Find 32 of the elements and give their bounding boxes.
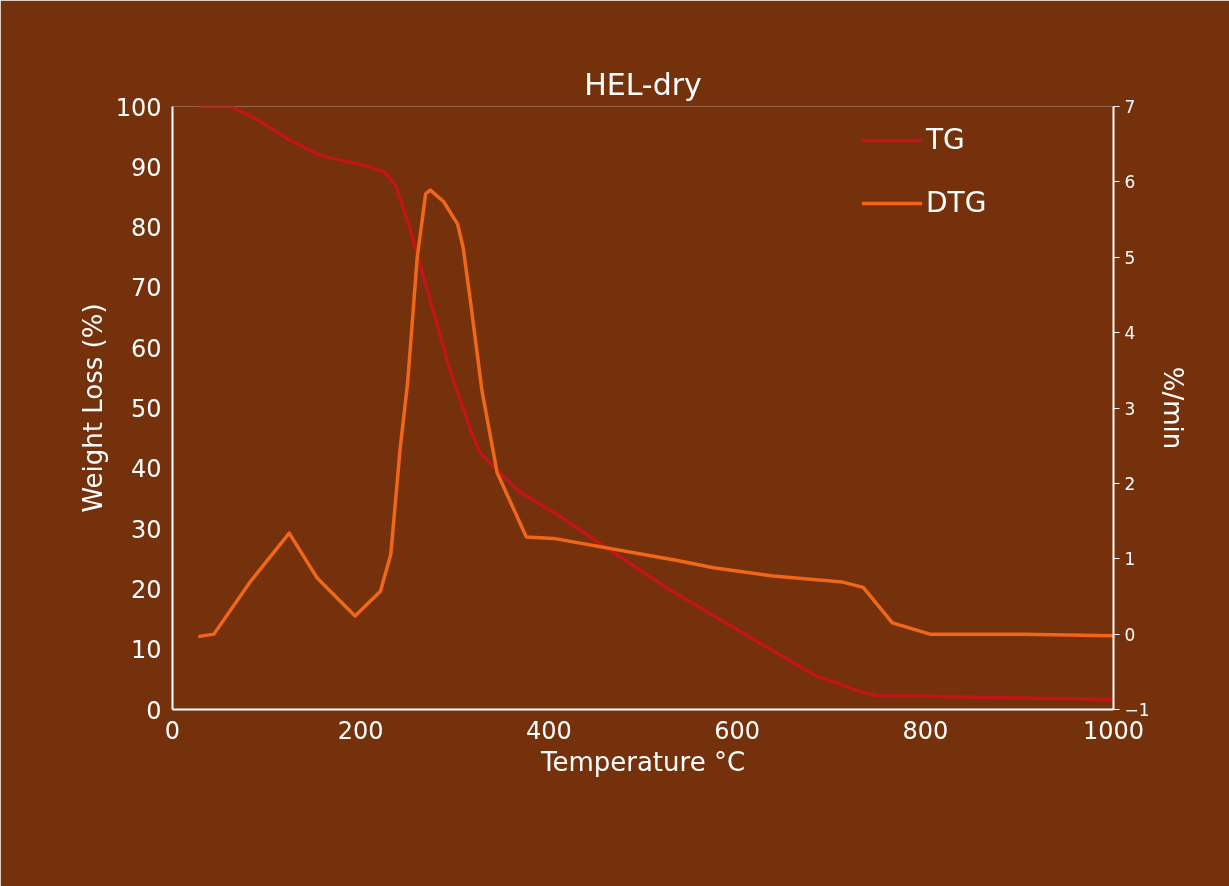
y-tick-label: 30 <box>130 515 162 544</box>
y2-tick-label: 2 <box>1124 473 1136 494</box>
legend-label: TG <box>926 123 965 156</box>
y-tick-label: 100 <box>115 93 162 122</box>
x-tick-label: 800 <box>902 716 949 745</box>
y2-axis-title: %/min <box>1157 366 1188 450</box>
chart-title: HEL-dry <box>584 66 702 102</box>
y2-tick-label: 1 <box>1124 549 1136 570</box>
y-tick-label: 90 <box>130 153 162 182</box>
x-tick-label: 400 <box>526 716 572 745</box>
y2-tick-label: 7 <box>1124 97 1136 117</box>
y-tick-label: 70 <box>130 274 162 303</box>
x-tick-label: 600 <box>714 716 761 745</box>
y-tick-label: 0 <box>146 696 162 725</box>
y-tick-label: 80 <box>130 214 162 243</box>
y2-tick-label: 5 <box>1124 247 1136 268</box>
x-tick-label: 200 <box>337 716 384 745</box>
y-tick-label: 60 <box>130 334 162 363</box>
legend-label: DTG <box>926 186 987 219</box>
y-tick-label: 20 <box>130 575 162 604</box>
line-series <box>198 106 1114 701</box>
y-axis-title: Weight Loss (%) <box>77 303 108 513</box>
line-series <box>198 188 1114 639</box>
y2-tick-label: 0 <box>1124 624 1136 645</box>
y2-tick-label: 3 <box>1124 398 1136 419</box>
y-tick-label: 10 <box>130 636 162 665</box>
y-tick-label: 50 <box>130 395 162 423</box>
y2-tick-label: 6 <box>1124 172 1136 193</box>
x-axis-title: Temperature °C <box>539 746 746 777</box>
y2-tick-label: 4 <box>1124 323 1136 344</box>
y-tick-label: 40 <box>130 455 162 484</box>
x-tick-label: 0 <box>164 716 181 745</box>
